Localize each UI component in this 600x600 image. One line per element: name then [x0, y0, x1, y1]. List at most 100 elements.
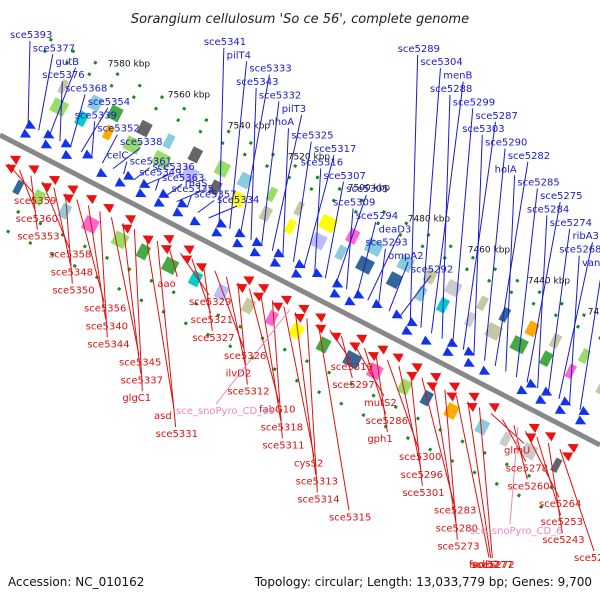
leader-line — [324, 181, 345, 279]
leader-line — [430, 81, 464, 334]
leader-line — [294, 312, 317, 475]
leader-line — [202, 264, 213, 331]
forward-gene-label: holA — [495, 164, 517, 175]
leader-line — [91, 121, 96, 158]
forward-gene-arrow — [114, 177, 126, 187]
reverse-gene-arrow — [163, 235, 175, 245]
feature-box — [315, 336, 332, 354]
reverse-gene-arrow — [528, 423, 540, 433]
forward-gene-label: sce5377 — [33, 43, 75, 54]
forward-gene-label: sce5307 — [324, 171, 366, 182]
leader-line — [7, 163, 35, 195]
tick-label-0: 7580 kbp — [108, 60, 151, 70]
forward-gene-arrow — [43, 129, 55, 139]
forward-gene-label: sce5325 — [291, 131, 333, 142]
reverse-gene-arrow — [448, 382, 461, 392]
forward-gene-label: sce5303 — [462, 124, 504, 135]
reverse-gene-arrow — [298, 304, 310, 314]
reverse-gene-label: fadD2 — [469, 560, 499, 571]
feature-box — [288, 322, 306, 340]
leader-line — [559, 448, 595, 552]
feature-box — [538, 350, 554, 368]
leader-line — [363, 347, 387, 415]
forward-gene-label: sce5338 — [120, 137, 162, 148]
forward-gene-label: sce5287 — [476, 111, 518, 122]
leader-line — [271, 300, 283, 439]
leader-line — [478, 407, 493, 559]
reverse-gene-label: aao — [157, 279, 175, 290]
feature-box — [136, 119, 153, 138]
reverse-gene-arrow — [183, 245, 195, 255]
leader-line — [329, 329, 352, 361]
forward-gene-label: sce5335 — [172, 184, 214, 195]
forward-gene-label: sce5290 — [485, 138, 527, 149]
forward-gene-arrow — [139, 178, 151, 188]
reverse-gene-label: gph1 — [367, 434, 392, 445]
reverse-gene-label: sce5311 — [262, 441, 304, 452]
forward-gene-arrow — [535, 394, 547, 404]
reverse-gene-arrow — [488, 403, 500, 413]
leader-line — [505, 175, 516, 372]
reverse-gene-label: fabG10 — [259, 405, 295, 416]
forward-gene-label: sce5334 — [217, 195, 259, 206]
forward-gene-label: sce5393 — [10, 30, 52, 41]
forward-gene-arrow — [578, 405, 590, 415]
leader-line — [524, 430, 560, 498]
leader-line — [335, 194, 367, 284]
leader-line — [271, 114, 303, 252]
accession-text: Accession: NC_010162 — [8, 575, 144, 589]
rna-leader-line — [215, 309, 291, 405]
feature-box — [564, 363, 577, 380]
forward-gene-arrow — [269, 257, 282, 267]
feature-box — [476, 295, 490, 312]
tick-label-4: 7500 kbp — [348, 184, 391, 194]
forward-gene-arrow — [406, 317, 418, 327]
forward-gene-label: sce5282 — [508, 151, 550, 162]
reverse-gene-label: sce5273 — [437, 542, 479, 553]
reverse-gene-label: sce5356 — [84, 303, 126, 314]
reverse-gene-arrow — [561, 452, 574, 462]
reverse-gene-arrow — [468, 392, 480, 402]
forward-gene-arrow — [273, 248, 285, 258]
forward-gene-arrow — [463, 357, 475, 367]
leader-line — [261, 101, 280, 246]
leader-line — [18, 169, 37, 212]
leader-line — [409, 54, 419, 323]
leader-line — [283, 306, 315, 457]
feature-box — [12, 179, 25, 196]
reverse-gene-label: glgC1 — [122, 393, 151, 404]
forward-gene-arrow — [158, 188, 170, 198]
feature-box — [87, 94, 104, 113]
reverse-gene-label: cysS2 — [294, 458, 323, 469]
forward-gene-label: nhoA — [268, 117, 294, 128]
gene-leader-lines — [7, 40, 600, 559]
forward-gene-label: sce5309 — [333, 198, 375, 209]
leader-line — [260, 294, 282, 421]
forward-gene-arrow — [176, 198, 189, 208]
forward-gene-arrow — [344, 296, 356, 306]
feature-box — [150, 149, 172, 170]
forward-gene-label: sce5376 — [42, 70, 84, 81]
forward-gene-arrow — [172, 207, 184, 217]
forward-gene-arrow — [96, 167, 108, 177]
forward-gene-arrow — [61, 149, 73, 159]
forward-gene-arrow — [311, 268, 324, 278]
reverse-gene-arrow — [243, 276, 255, 286]
forward-gene-arrow — [329, 288, 341, 298]
leader-line — [375, 353, 388, 433]
reverse-gene-arrow — [195, 263, 208, 273]
forward-gene-label: rhaS — [185, 179, 208, 190]
leader-line — [467, 401, 492, 559]
forward-gene-label: sce5336 — [152, 162, 194, 173]
leader-line — [314, 168, 322, 273]
leader-line — [558, 242, 593, 400]
leader-line — [346, 208, 354, 290]
forward-gene-label: sce5343 — [236, 77, 278, 88]
forward-gene-arrow — [291, 268, 303, 278]
genome-backbone — [0, 132, 600, 448]
feature-box — [509, 335, 529, 355]
leader-line — [432, 383, 457, 522]
leader-line — [409, 371, 423, 486]
forward-gene-arrow — [153, 197, 165, 207]
